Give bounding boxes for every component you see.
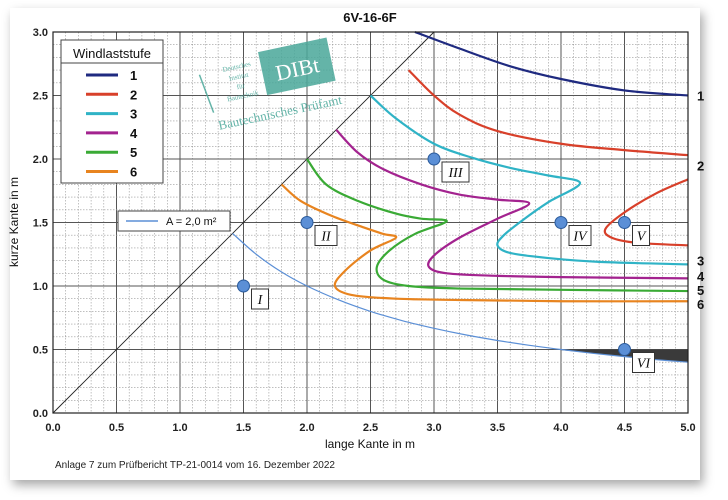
marker-point [554, 216, 568, 229]
axis-ticks: 0.0 0.5 1.0 1.5 2.0 2.5 3.0 3.5 4.0 4.5 5.0 0.0 0.5 1… [33, 27, 696, 434]
svg-text:Institut: Institut [228, 71, 249, 83]
y-tick-label: 1.5 [33, 218, 48, 230]
x-tick-label: 5.0 [680, 422, 695, 434]
x-tick-label: 4.5 [617, 422, 632, 434]
series-line-3 [369, 94, 689, 266]
right-series-label: 2 [697, 158, 704, 173]
y-tick-label: 2.5 [33, 91, 48, 103]
marker-label-box [632, 225, 650, 246]
x-axis-label: lange Kante in m [325, 437, 415, 451]
x-tick-label: 4.0 [553, 422, 568, 434]
marker-label: V [637, 230, 647, 245]
x-tick-label: 1.5 [236, 422, 251, 434]
marker-label-box [568, 225, 592, 246]
series-line-6 [280, 183, 689, 303]
series-line-5 [306, 158, 689, 293]
series-line-1 [414, 30, 689, 97]
chart-title: 6V-16-6F [343, 10, 397, 25]
marker-point [618, 343, 631, 356]
y-tick-label: 0.0 [33, 408, 48, 420]
marker-point [237, 279, 250, 293]
marker-label: II [320, 230, 332, 245]
right-series-label: 3 [697, 254, 704, 269]
x-tick-label: 2.5 [363, 422, 378, 434]
y-tick-label: 0.5 [33, 345, 48, 357]
y-tick-label: 2.0 [33, 154, 48, 166]
svg-text:für: für [236, 82, 246, 92]
marker-label-box [251, 288, 269, 310]
marker-point [618, 216, 631, 229]
x-tick-label: 0.5 [109, 422, 124, 434]
series-lines [232, 30, 689, 363]
legend-entry-label: 5 [130, 145, 137, 160]
legend-entry-label: 6 [130, 165, 137, 180]
y-tick-label: 1.0 [33, 281, 48, 293]
x-tick-label: 0.0 [45, 422, 60, 434]
series-line-4 [335, 129, 689, 280]
marker-label: I [257, 293, 264, 308]
watermark: DIBtDeutschesInstitutfürBautechnikBautec… [198, 37, 344, 133]
marker-label-box [441, 161, 470, 183]
marker-label-box [314, 225, 338, 246]
right-series-label: 4 [697, 269, 705, 284]
legend-entry-label: 4 [130, 126, 138, 141]
area-legend-label: A = 2,0 m² [166, 216, 217, 228]
right-series-label: 6 [697, 297, 704, 312]
marker-label-box [632, 352, 655, 373]
legend-entry-label: 2 [130, 87, 137, 102]
footer-note: Anlage 7 zum Prüfbericht TP-21-0014 vom … [55, 460, 335, 471]
marker-label: IV [572, 230, 588, 245]
plot-frame [52, 31, 689, 414]
legend-title: Windlaststufe [73, 46, 151, 61]
series-line-2 [407, 69, 689, 157]
right-series-label: 5 [697, 283, 704, 298]
area-legend: A = 2,0 m² [117, 210, 231, 232]
marker-label: VI [637, 357, 652, 372]
legend-entry-label: 1 [130, 68, 137, 83]
legend: Windlaststufe 1 2 3 4 5 6 [60, 39, 164, 184]
y-tick-label: 3.0 [33, 27, 48, 39]
right-series-label: 1 [697, 89, 704, 104]
marker-label: III [448, 166, 464, 181]
marker-point [300, 216, 314, 229]
x-tick-label: 2.0 [299, 422, 314, 434]
marker-point [427, 152, 441, 166]
x-tick-label: 1.0 [172, 422, 187, 434]
x-tick-label: 3.0 [426, 422, 441, 434]
legend-entry-label: 3 [130, 107, 137, 122]
x-tick-label: 3.5 [490, 422, 505, 434]
y-axis-label: kurze Kante in m [7, 177, 21, 267]
series-line-A---2-0-m- [232, 232, 689, 363]
